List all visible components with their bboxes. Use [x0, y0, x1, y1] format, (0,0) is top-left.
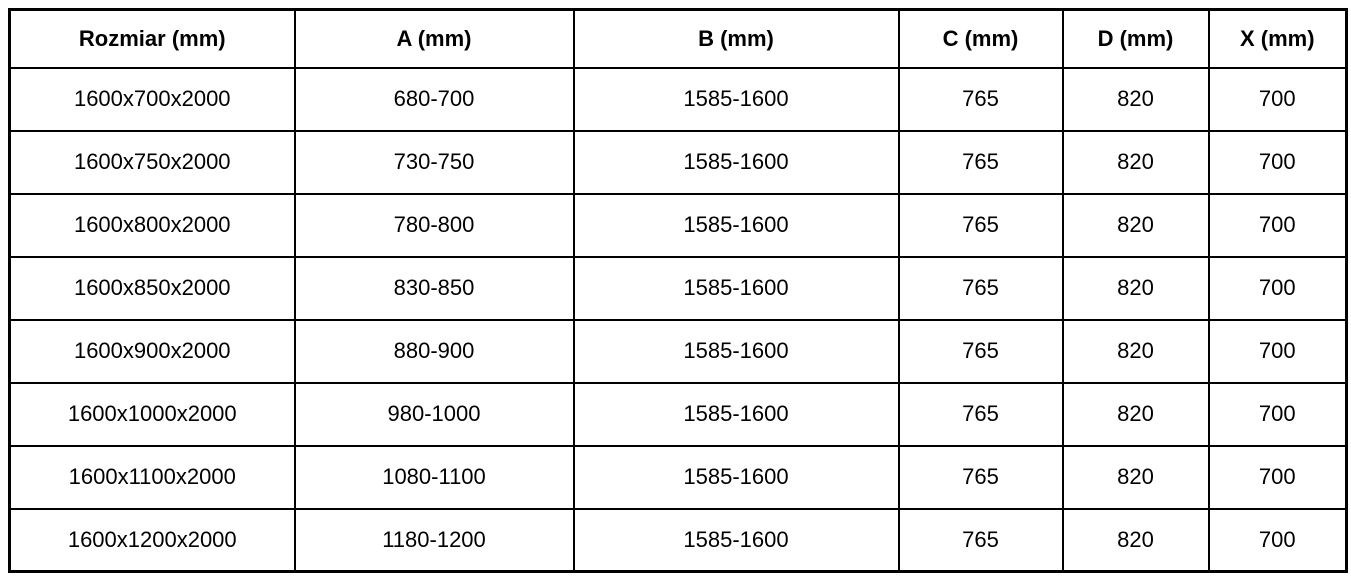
- table-cell: 765: [897, 255, 1064, 321]
- table-cell: 700: [1207, 318, 1348, 384]
- table-row: 1600x1200x2000 1180-1200 1585-1600 765 820 70…: [8, 507, 1348, 573]
- table-cell: 1080-1100: [293, 444, 575, 510]
- table-cell: 820: [1061, 507, 1210, 573]
- table-cell: 830-850: [293, 255, 575, 321]
- table-cell: 765: [897, 507, 1064, 573]
- table-cell: 1600x1200x2000: [8, 507, 296, 573]
- table-cell: 1600x1100x2000: [8, 444, 296, 510]
- table-cell: 700: [1207, 444, 1348, 510]
- table-cell: 765: [897, 444, 1064, 510]
- table-cell: 700: [1207, 129, 1348, 195]
- table-cell: 700: [1207, 255, 1348, 321]
- table-cell: 880-900: [293, 318, 575, 384]
- table-cell: 700: [1207, 192, 1348, 258]
- table-cell: 1585-1600: [572, 444, 900, 510]
- table-cell: 1585-1600: [572, 507, 900, 573]
- table-cell: 820: [1061, 66, 1210, 132]
- table-cell: 1600x1000x2000: [8, 381, 296, 447]
- table-cell: 680-700: [293, 66, 575, 132]
- table-cell: 1585-1600: [572, 192, 900, 258]
- table-cell: 700: [1207, 66, 1348, 132]
- table-cell: 730-750: [293, 129, 575, 195]
- column-header-a: A (mm): [293, 8, 575, 69]
- table-header: Rozmiar (mm) A (mm) B (mm) C (mm) D (mm)…: [8, 8, 1348, 69]
- table-cell: 780-800: [293, 192, 575, 258]
- table-cell: 765: [897, 381, 1064, 447]
- table-cell: 700: [1207, 381, 1348, 447]
- size-spec-table: Rozmiar (mm) A (mm) B (mm) C (mm) D (mm)…: [8, 8, 1348, 573]
- table-cell: 820: [1061, 129, 1210, 195]
- table-cell: 1585-1600: [572, 318, 900, 384]
- table-row: 1600x850x2000 830-850 1585-1600 765 820 700: [8, 255, 1348, 321]
- table-body: 1600x700x2000 680-700 1585-1600 765 820 700 16…: [8, 66, 1348, 573]
- table-cell: 765: [897, 129, 1064, 195]
- column-header-d: D (mm): [1061, 8, 1210, 69]
- table-cell: 1600x800x2000: [8, 192, 296, 258]
- table-cell: 1600x750x2000: [8, 129, 296, 195]
- table-cell: 765: [897, 318, 1064, 384]
- table-cell: 1180-1200: [293, 507, 575, 573]
- header-row: Rozmiar (mm) A (mm) B (mm) C (mm) D (mm)…: [8, 8, 1348, 69]
- column-header-c: C (mm): [897, 8, 1064, 69]
- column-header-x: X (mm): [1207, 8, 1348, 69]
- table-row: 1600x900x2000 880-900 1585-1600 765 820 700: [8, 318, 1348, 384]
- table-row: 1600x750x2000 730-750 1585-1600 765 820 700: [8, 129, 1348, 195]
- table-cell: 700: [1207, 507, 1348, 573]
- table-cell: 765: [897, 66, 1064, 132]
- table-cell: 1600x850x2000: [8, 255, 296, 321]
- table-cell: 820: [1061, 192, 1210, 258]
- table-cell: 1585-1600: [572, 381, 900, 447]
- table-cell: 1585-1600: [572, 129, 900, 195]
- column-header-rozmiar: Rozmiar (mm): [8, 8, 296, 69]
- table-cell: 765: [897, 192, 1064, 258]
- table-cell: 820: [1061, 444, 1210, 510]
- table-cell: 980-1000: [293, 381, 575, 447]
- column-header-b: B (mm): [572, 8, 900, 69]
- table-cell: 1600x900x2000: [8, 318, 296, 384]
- table-row: 1600x800x2000 780-800 1585-1600 765 820 700: [8, 192, 1348, 258]
- table-row: 1600x1000x2000 980-1000 1585-1600 765 820 700: [8, 381, 1348, 447]
- table-cell: 820: [1061, 255, 1210, 321]
- table-row: 1600x1100x2000 1080-1100 1585-1600 765 820 70…: [8, 444, 1348, 510]
- table-cell: 820: [1061, 318, 1210, 384]
- table-cell: 1600x700x2000: [8, 66, 296, 132]
- table-cell: 1585-1600: [572, 255, 900, 321]
- table-cell: 820: [1061, 381, 1210, 447]
- table-row: 1600x700x2000 680-700 1585-1600 765 820 700: [8, 66, 1348, 132]
- table-cell: 1585-1600: [572, 66, 900, 132]
